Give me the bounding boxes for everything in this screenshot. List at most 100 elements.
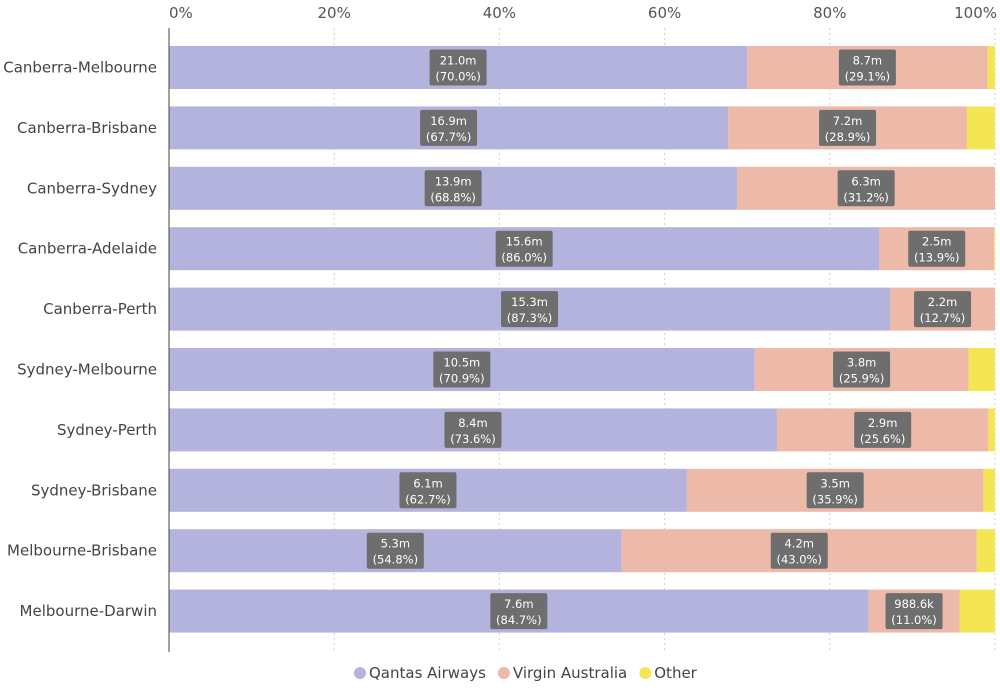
data-label-box [819,109,877,146]
data-label-value: 15.6m [506,235,543,249]
data-label-box [908,230,966,267]
data-label-value: 2.9m [868,416,898,430]
category-label: Sydney-Melbourne [17,361,157,379]
data-label-percent: (87.3%) [507,311,553,325]
data-label: 15.3m (87.3%) [501,291,559,328]
x-tick-label: 20% [318,4,351,22]
data-label: 7.6m (84.7%) [490,593,548,630]
data-label-percent: (54.8%) [373,553,419,567]
data-label-percent: (25.9%) [839,372,885,386]
data-label: 15.6m (86.0%) [495,230,553,267]
data-label-percent: (43.0%) [776,553,822,567]
legend-swatch [497,667,510,679]
legend-item[interactable]: Virgin Australia [497,664,627,682]
legend-label: Other [654,664,697,682]
bar-segment [968,348,995,391]
data-label-value: 7.6m [504,597,534,611]
category-label: Melbourne-Darwin [20,602,157,620]
data-label-value: 2.5m [922,235,952,249]
data-label-percent: (62.7%) [405,492,451,506]
data-label: 3.8m (25.9%) [833,351,891,388]
bar-segment [983,468,995,512]
data-label-box [444,411,502,448]
data-label-percent: (86.0%) [501,251,547,265]
data-label-percent: (84.7%) [496,613,542,627]
category-label: Sydney-Brisbane [31,481,157,499]
bar-segment [959,589,995,633]
x-tick-label: 0% [169,4,193,22]
data-label: 2.2m (12.7%) [914,291,972,328]
data-label-box [399,472,457,509]
data-label-box [429,49,487,86]
data-label-box [833,351,891,388]
data-label-value: 21.0m [440,54,477,68]
data-label: 6.3m (31.2%) [837,170,895,207]
data-label-percent: (29.1%) [845,70,891,84]
legend-swatch [639,667,652,679]
category-label: Canberra-Brisbane [17,119,157,137]
data-label-box [806,472,864,509]
data-label: 3.5m (35.9%) [806,472,864,509]
data-label-box [490,593,548,630]
category-label: Melbourne-Brisbane [7,542,157,560]
data-label-value: 3.5m [820,476,850,490]
bar-segment [987,46,995,89]
data-label-value: 7.2m [833,114,863,128]
data-label-box [366,532,424,569]
data-label-box [770,532,828,569]
bar-segment [988,408,995,452]
data-label-value: 4.2m [784,537,814,551]
data-label: 13.9m (68.8%) [424,170,482,207]
data-label-value: 16.9m [430,114,467,128]
data-labels: 21.0m (70.0%) 8.7m (29.1%) 16.9m (67.7%) 7.2m (… [366,49,972,630]
data-label: 988.6k (11.0%) [885,593,943,630]
data-label: 8.4m (73.6%) [444,411,502,448]
data-label-percent: (70.0%) [435,70,481,84]
legend-swatch [354,667,366,679]
data-label-value: 8.4m [458,416,488,430]
data-label-box [914,291,972,328]
category-label: Canberra-Perth [43,300,157,318]
data-label-box [424,170,482,207]
data-label-percent: (73.6%) [450,432,496,446]
data-label-box [837,170,895,207]
data-label-percent: (35.9%) [812,492,858,506]
data-label-box [420,109,478,146]
data-label-value: 10.5m [443,356,480,370]
data-label-value: 15.3m [511,295,548,309]
bar-segment [994,227,995,271]
legend-label: Virgin Australia [513,664,627,682]
data-label-box [433,351,491,388]
x-tick-label: 60% [648,4,681,22]
data-label-percent: (13.9%) [914,251,960,265]
x-axis-ticks: 0% 20% 40% 60% 80% 100% [169,4,997,22]
data-label: 6.1m (62.7%) [399,472,457,509]
category-label: Sydney-Perth [57,421,157,439]
x-tick-label: 80% [813,4,846,22]
legend-label: Qantas Airways [369,664,486,682]
data-label-box [495,230,553,267]
category-label: Canberra-Sydney [27,179,157,197]
data-label-value: 6.1m [413,476,443,490]
legend-item[interactable]: Other [639,664,698,682]
legend-item[interactable]: Qantas Airways [354,664,486,682]
data-label-value: 3.8m [847,356,877,370]
data-label: 21.0m (70.0%) [429,49,487,86]
data-label-box [501,291,559,328]
data-label-percent: (31.2%) [843,190,889,204]
data-label-percent: (68.8%) [430,190,476,204]
legend: Qantas Airways Virgin Australia Other [354,664,698,682]
x-tick-label: 40% [483,4,516,22]
data-label: 16.9m (67.7%) [420,109,478,146]
category-label: Canberra-Adelaide [18,240,157,258]
data-label: 2.5m (13.9%) [908,230,966,267]
category-label: Canberra-Melbourne [3,59,157,77]
data-label: 10.5m (70.9%) [433,351,491,388]
data-label: 8.7m (29.1%) [838,49,896,86]
data-label-value: 5.3m [381,537,411,551]
data-label: 2.9m (25.6%) [854,411,912,448]
data-label-box [885,593,943,630]
data-label-percent: (70.9%) [439,372,485,386]
data-label-value: 988.6k [894,597,934,611]
